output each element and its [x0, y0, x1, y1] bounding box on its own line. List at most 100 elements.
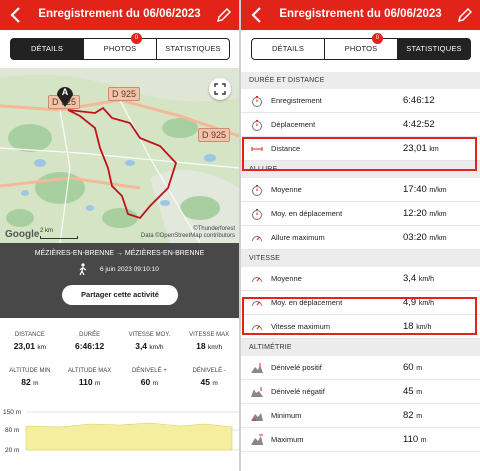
tab-statistics[interactable]: STATISTIQUES — [397, 39, 470, 59]
stat-value: 12:20 m/km — [403, 208, 447, 219]
tab-photos[interactable]: PHOTOS 0 — [324, 33, 397, 59]
stat-label: DÉNIVELÉ + — [131, 368, 167, 374]
stat-row: Allure maximum 03:20 m/km — [241, 226, 480, 250]
stat-unit: km — [37, 344, 47, 351]
stat-value: 4:42:52 — [403, 119, 435, 130]
section-header: DURÉE ET DISTANCE — [241, 72, 480, 89]
stat-unit: m — [416, 389, 423, 396]
stat-number: 03:20 — [403, 232, 427, 243]
stat-number: 82 — [21, 377, 31, 387]
stat-number: 18 — [196, 341, 206, 351]
elevation-profile: 150 m 80 m 20 m — [3, 409, 239, 454]
stat-avg-speed: VITESSE MOY. 3,4 km/h — [120, 326, 180, 362]
highlight-box-moving-speed — [242, 297, 477, 335]
route-map[interactable]: D 925 D 925 D 925 A Google 2 km ©Thunder… — [0, 68, 239, 243]
share-activity-button[interactable]: Partager cette activité — [62, 285, 178, 305]
stat-label: Enregistrement — [271, 96, 322, 105]
statistics-screen: Enregistrement du 06/06/2023 DÉTAILS PHO… — [241, 0, 480, 471]
map-scale-label: 2 km — [40, 228, 54, 234]
stat-value: 3,4 km/h — [120, 341, 180, 351]
stat-label: Dénivelé positif — [271, 363, 322, 372]
stat-row: Moy. en déplacement 4,9 km/h — [241, 291, 480, 315]
road-label: D 925 — [108, 87, 141, 101]
stat-value: 4,9 km/h — [403, 297, 434, 308]
expand-map-button[interactable] — [209, 78, 231, 100]
stat-number: 18 — [403, 321, 414, 332]
stat-row: Dénivelé positif 60 m — [241, 356, 480, 380]
stat-number: 60 — [403, 362, 414, 373]
stat-label: Moyenne — [271, 185, 302, 194]
stat-unit: m/km — [429, 187, 447, 194]
stat-number: 45 — [403, 386, 414, 397]
tab-bar: DÉTAILS PHOTOS 0 STATISTIQUES — [251, 33, 471, 60]
tab-statistics[interactable]: STATISTIQUES — [156, 39, 229, 59]
stat-unit: km/h — [149, 344, 164, 351]
stat-label: Maximum — [271, 435, 304, 444]
stat-label: Distance — [271, 144, 301, 153]
stat-unit: km/h — [416, 324, 432, 331]
pencil-icon[interactable] — [456, 6, 474, 24]
stat-value: 82 m — [403, 410, 422, 421]
tab-bar: DÉTAILS PHOTOS 0 STATISTIQUES — [10, 33, 230, 60]
axis-tick-label: 150 m — [3, 409, 21, 416]
section-header: ALTIMÉTRIE — [241, 339, 480, 356]
panel-divider — [239, 0, 241, 471]
tab-details[interactable]: DÉTAILS — [11, 39, 83, 59]
stat-unit: m — [420, 437, 427, 444]
stat-row: Distance 23,01 km — [241, 137, 480, 161]
stat-value: 60 m — [120, 377, 180, 387]
stat-distance: DISTANCE 23,01 km — [0, 326, 60, 362]
stat-number: 6:46:12 — [403, 95, 435, 106]
hiker-icon — [79, 263, 87, 276]
stat-label: Moy. en déplacement — [271, 209, 343, 218]
section-header: VITESSE — [241, 250, 480, 267]
stat-label: VITESSE MAX — [189, 332, 230, 338]
stat-unit: m/km — [429, 235, 447, 242]
pencil-icon[interactable] — [215, 6, 233, 24]
stat-label: Vitesse maximum — [271, 322, 331, 331]
stat-max-speed: VITESSE MAX 18 km/h — [179, 326, 239, 362]
axis-tick-label: 20 m — [5, 447, 19, 454]
summary-stats: DISTANCE 23,01 km DURÉE 6:46:12 VITESSE MO… — [0, 326, 239, 398]
back-arrow-icon[interactable] — [6, 4, 26, 26]
stat-unit: km/h — [418, 276, 435, 283]
statistics-list: DURÉE ET DISTANCE Enregistrement 6:46:12 D… — [241, 72, 480, 452]
tab-label: PHOTOS — [344, 44, 378, 53]
road-label: D 925 — [198, 128, 231, 142]
stat-altitude-max: ALTITUDE MAX 110 m — [60, 362, 120, 398]
stat-elevation-loss: DÉNIVELÉ - 45 m — [179, 362, 239, 398]
stat-number: 6:46:12 — [74, 341, 105, 351]
tab-photos[interactable]: PHOTOS 0 — [83, 33, 156, 59]
elevation-down-icon — [251, 387, 263, 397]
route-info: MÉZIÈRES-EN-BRENNE → MÉZIÈRES-EN-BRENNE … — [0, 243, 239, 318]
tab-label: PHOTOS — [103, 44, 137, 53]
page-title: Enregistrement du 06/06/2023 — [38, 8, 201, 20]
tab-details[interactable]: DÉTAILS — [271, 44, 305, 53]
gauge-icon — [252, 277, 262, 283]
stat-unit: km/h — [208, 344, 223, 351]
axis-tick-label: 80 m — [5, 427, 19, 434]
ruler-icon — [251, 147, 263, 151]
stat-row: Enregistrement 6:46:12 — [241, 89, 480, 113]
top-bar: Enregistrement du 06/06/2023 — [0, 0, 239, 30]
stat-number: 3,4 — [403, 273, 417, 284]
stat-duration: DURÉE 6:46:12 — [60, 326, 120, 362]
stat-label: Dénivelé négatif — [271, 387, 325, 396]
stat-label: DÉNIVELÉ - — [192, 368, 226, 374]
stat-row: Maximum 110 m — [241, 428, 480, 452]
stat-label: Déplacement — [271, 120, 316, 129]
page-title: Enregistrement du 06/06/2023 — [279, 8, 442, 20]
activity-date: 6 juin 2023 09:10:10 — [100, 266, 159, 273]
photo-count-badge: 0 — [131, 33, 142, 44]
stat-value: 3,4 km/h — [403, 273, 434, 284]
back-arrow-icon[interactable] — [247, 4, 267, 26]
elevation-max-icon — [251, 434, 263, 445]
stat-value: 45 m — [179, 377, 239, 387]
stat-value: 18 km/h — [403, 321, 431, 332]
stat-number: 60 — [140, 377, 151, 387]
details-screen: Enregistrement du 06/06/2023 DÉTAILS PHO… — [0, 0, 239, 471]
stat-value: 82 m — [0, 377, 60, 387]
stat-value: 6:46:12 — [403, 95, 435, 106]
stat-label: DISTANCE — [14, 332, 45, 338]
start-marker-icon — [57, 87, 73, 107]
